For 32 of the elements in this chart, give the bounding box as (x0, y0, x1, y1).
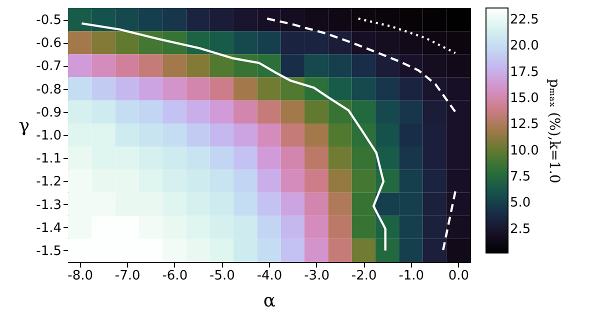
y-tick-label: -1.5 (36, 244, 62, 259)
y-axis-title: γ (18, 116, 30, 136)
x-tick-label: -5.0 (210, 268, 235, 284)
color-bar-label: 2.5 (510, 222, 531, 237)
y-tick-label: -0.7 (36, 59, 62, 74)
x-tick-label: -4.0 (256, 268, 282, 284)
y-tick-label: -0.6 (36, 36, 62, 52)
y-tick-label: -0.5 (36, 13, 62, 28)
color-bar-label: 5.0 (510, 196, 531, 211)
y-tick-label: -0.9 (36, 105, 62, 120)
y-tick-label: -1.4 (36, 220, 62, 236)
y-tick-label: -1.0 (36, 128, 62, 144)
x-tick-label: -2.0 (351, 268, 377, 284)
color-bar-label: 7.5 (510, 170, 531, 185)
color-bar-label: 17.5 (510, 64, 539, 80)
y-tick-label: -1.1 (36, 152, 62, 167)
y-tick-label: -0.8 (36, 82, 62, 98)
y-tick-label: -1.2 (36, 174, 62, 190)
color-bar-label: 22.5 (510, 12, 539, 28)
x-tick-label: -3.0 (304, 268, 330, 284)
color-bar-label: 10.0 (510, 143, 539, 158)
color-bar-label: 15.0 (510, 91, 539, 106)
color-bar-label: 12.5 (510, 117, 539, 132)
x-tick-label: 0.0 (448, 268, 470, 284)
color-bar-title: pₘₐₓ (%),k=1.0 (546, 78, 562, 184)
x-tick-label: -7.0 (114, 268, 140, 284)
y-tick-label: -1.3 (36, 198, 62, 213)
color-bar-label: 20.0 (510, 38, 539, 54)
x-tick-label: -1.0 (398, 268, 424, 284)
x-tick-label: -8.0 (68, 268, 94, 284)
x-axis-title: α (263, 290, 276, 312)
x-tick-label: -6.0 (162, 268, 188, 284)
